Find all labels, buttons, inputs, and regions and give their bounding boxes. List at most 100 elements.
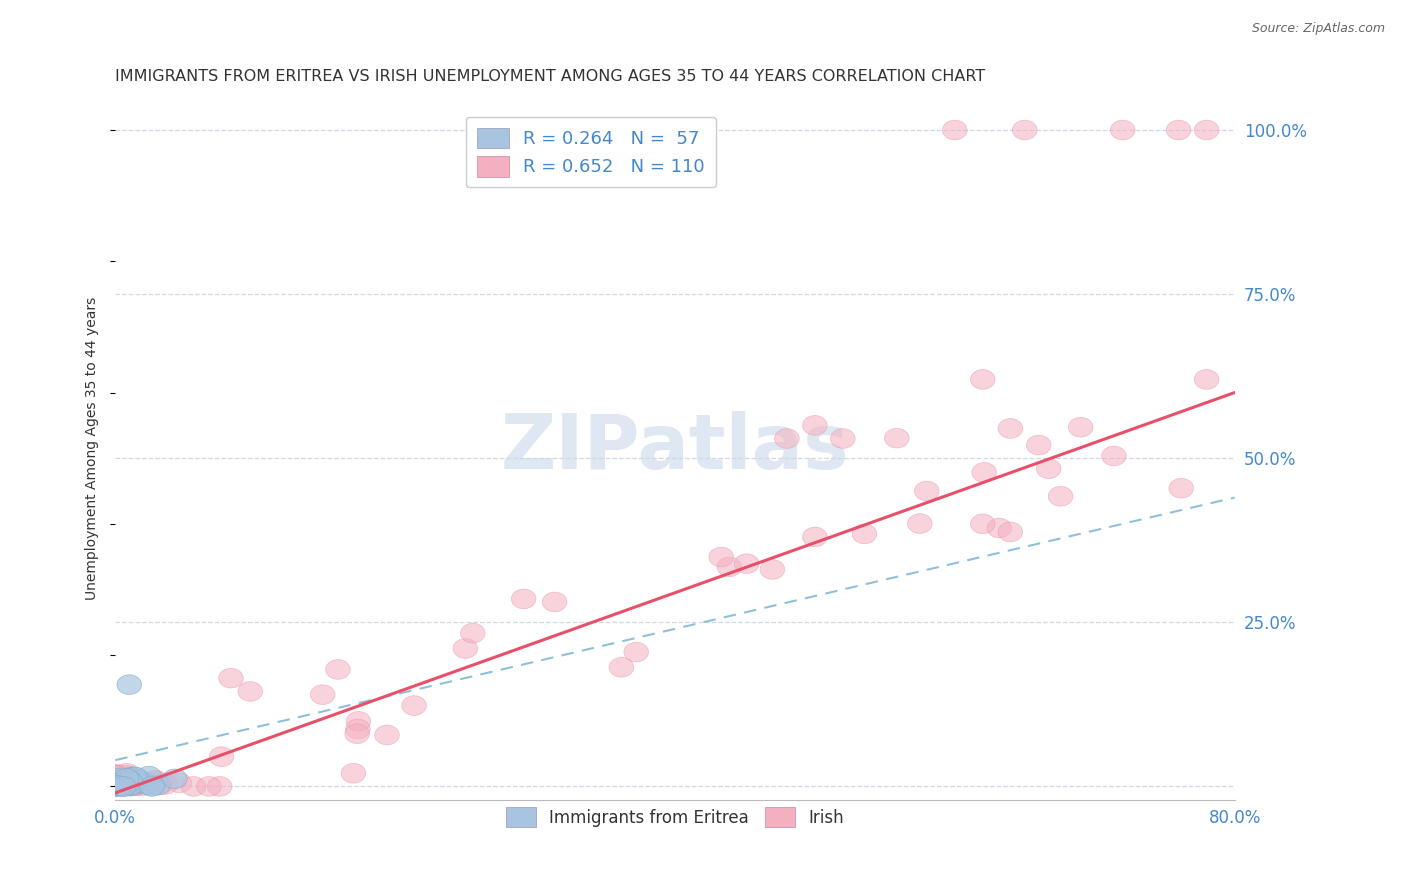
Ellipse shape xyxy=(609,657,634,677)
Ellipse shape xyxy=(112,770,136,789)
Ellipse shape xyxy=(717,558,741,577)
Ellipse shape xyxy=(181,777,205,797)
Ellipse shape xyxy=(114,765,139,785)
Ellipse shape xyxy=(135,774,160,794)
Text: Source: ZipAtlas.com: Source: ZipAtlas.com xyxy=(1251,22,1385,36)
Ellipse shape xyxy=(987,518,1011,538)
Ellipse shape xyxy=(1049,486,1073,506)
Ellipse shape xyxy=(103,776,128,796)
Ellipse shape xyxy=(122,767,148,787)
Ellipse shape xyxy=(1101,446,1126,466)
Ellipse shape xyxy=(734,554,759,574)
Ellipse shape xyxy=(139,777,165,797)
Ellipse shape xyxy=(118,776,143,796)
Ellipse shape xyxy=(512,589,536,608)
Ellipse shape xyxy=(128,772,153,792)
Ellipse shape xyxy=(104,776,129,797)
Ellipse shape xyxy=(1167,120,1191,140)
Ellipse shape xyxy=(117,768,141,788)
Ellipse shape xyxy=(1194,369,1219,389)
Ellipse shape xyxy=(342,764,366,783)
Ellipse shape xyxy=(942,120,967,140)
Ellipse shape xyxy=(1026,435,1052,455)
Ellipse shape xyxy=(107,773,132,793)
Ellipse shape xyxy=(163,769,187,789)
Ellipse shape xyxy=(1194,120,1219,140)
Text: IMMIGRANTS FROM ERITREA VS IRISH UNEMPLOYMENT AMONG AGES 35 TO 44 YEARS CORRELAT: IMMIGRANTS FROM ERITREA VS IRISH UNEMPLO… xyxy=(115,69,986,84)
Ellipse shape xyxy=(117,776,142,796)
Ellipse shape xyxy=(118,776,142,796)
Ellipse shape xyxy=(111,774,135,794)
Ellipse shape xyxy=(105,776,129,796)
Ellipse shape xyxy=(103,765,128,785)
Ellipse shape xyxy=(111,775,136,795)
Ellipse shape xyxy=(121,770,146,789)
Ellipse shape xyxy=(114,769,139,789)
Ellipse shape xyxy=(121,768,146,788)
Ellipse shape xyxy=(107,773,132,793)
Ellipse shape xyxy=(108,769,132,789)
Ellipse shape xyxy=(120,773,145,793)
Ellipse shape xyxy=(453,639,478,658)
Ellipse shape xyxy=(129,772,153,791)
Ellipse shape xyxy=(117,771,141,790)
Ellipse shape xyxy=(884,428,910,448)
Ellipse shape xyxy=(107,774,131,794)
Ellipse shape xyxy=(111,775,135,795)
Ellipse shape xyxy=(110,773,134,793)
Ellipse shape xyxy=(803,527,827,547)
Ellipse shape xyxy=(103,773,128,793)
Ellipse shape xyxy=(103,776,128,796)
Ellipse shape xyxy=(131,773,156,794)
Ellipse shape xyxy=(1111,120,1135,140)
Ellipse shape xyxy=(104,775,128,795)
Ellipse shape xyxy=(120,770,143,789)
Ellipse shape xyxy=(374,725,399,745)
Text: ZIPatlas: ZIPatlas xyxy=(501,411,849,485)
Ellipse shape xyxy=(761,559,785,579)
Ellipse shape xyxy=(311,685,335,705)
Ellipse shape xyxy=(115,774,141,794)
Ellipse shape xyxy=(107,775,132,795)
Ellipse shape xyxy=(105,773,129,793)
Ellipse shape xyxy=(117,675,142,695)
Ellipse shape xyxy=(108,772,134,791)
Ellipse shape xyxy=(972,463,997,483)
Ellipse shape xyxy=(120,775,143,795)
Ellipse shape xyxy=(1036,458,1062,479)
Ellipse shape xyxy=(124,769,149,789)
Ellipse shape xyxy=(1069,417,1092,437)
Ellipse shape xyxy=(111,776,135,796)
Ellipse shape xyxy=(111,774,135,794)
Ellipse shape xyxy=(110,773,135,793)
Ellipse shape xyxy=(107,774,131,794)
Ellipse shape xyxy=(112,774,136,794)
Ellipse shape xyxy=(970,514,995,533)
Ellipse shape xyxy=(122,767,146,787)
Ellipse shape xyxy=(107,776,132,796)
Ellipse shape xyxy=(114,772,138,792)
Ellipse shape xyxy=(111,777,136,797)
Ellipse shape xyxy=(103,776,128,796)
Ellipse shape xyxy=(110,772,135,792)
Ellipse shape xyxy=(114,775,139,795)
Ellipse shape xyxy=(120,767,143,787)
Ellipse shape xyxy=(122,769,146,789)
Ellipse shape xyxy=(709,547,734,566)
Ellipse shape xyxy=(110,773,135,793)
Ellipse shape xyxy=(108,773,132,793)
Ellipse shape xyxy=(104,764,129,784)
Ellipse shape xyxy=(115,775,141,795)
Ellipse shape xyxy=(346,719,370,739)
Ellipse shape xyxy=(115,772,141,792)
Ellipse shape xyxy=(118,772,142,791)
Ellipse shape xyxy=(346,712,371,731)
Ellipse shape xyxy=(402,696,426,715)
Ellipse shape xyxy=(138,775,163,795)
Ellipse shape xyxy=(112,776,138,796)
Ellipse shape xyxy=(143,774,167,794)
Ellipse shape xyxy=(115,774,139,794)
Ellipse shape xyxy=(104,774,129,794)
Ellipse shape xyxy=(970,369,995,389)
Ellipse shape xyxy=(207,777,232,797)
